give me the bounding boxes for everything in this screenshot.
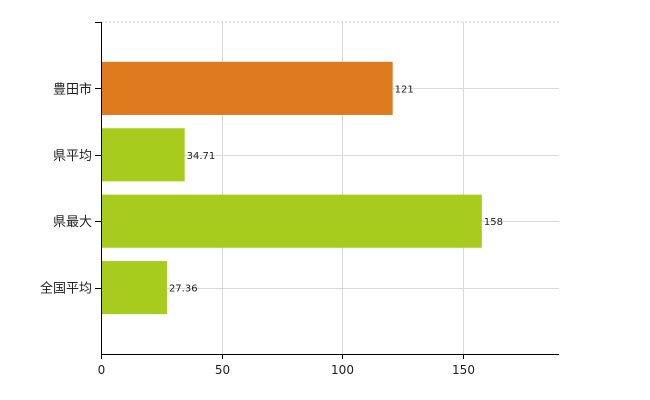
x-tick-label: 100: [331, 363, 354, 377]
bar: [101, 194, 482, 248]
bar: [101, 261, 167, 315]
data-label: 34.71: [187, 151, 216, 162]
x-tick-label: 150: [452, 363, 475, 377]
x-tick-label: 50: [215, 363, 230, 377]
data-label: 158: [484, 217, 503, 228]
category-label: 全国平均: [40, 281, 92, 297]
axes: [95, 22, 559, 359]
bars: [101, 61, 482, 315]
x-tick-label: 0: [98, 363, 106, 377]
data-label: 121: [395, 84, 414, 95]
category-label: 県平均: [53, 149, 92, 164]
labels: 0 50 100 150 豊田市 121 県平均 34.71 県最大 158 全国平均 27.36: [40, 81, 503, 377]
bar: [101, 128, 185, 182]
data-label: 27.36: [169, 284, 198, 295]
bar: [101, 61, 393, 115]
category-label: 豊田市: [53, 81, 92, 97]
category-label: 県最大: [53, 215, 92, 230]
